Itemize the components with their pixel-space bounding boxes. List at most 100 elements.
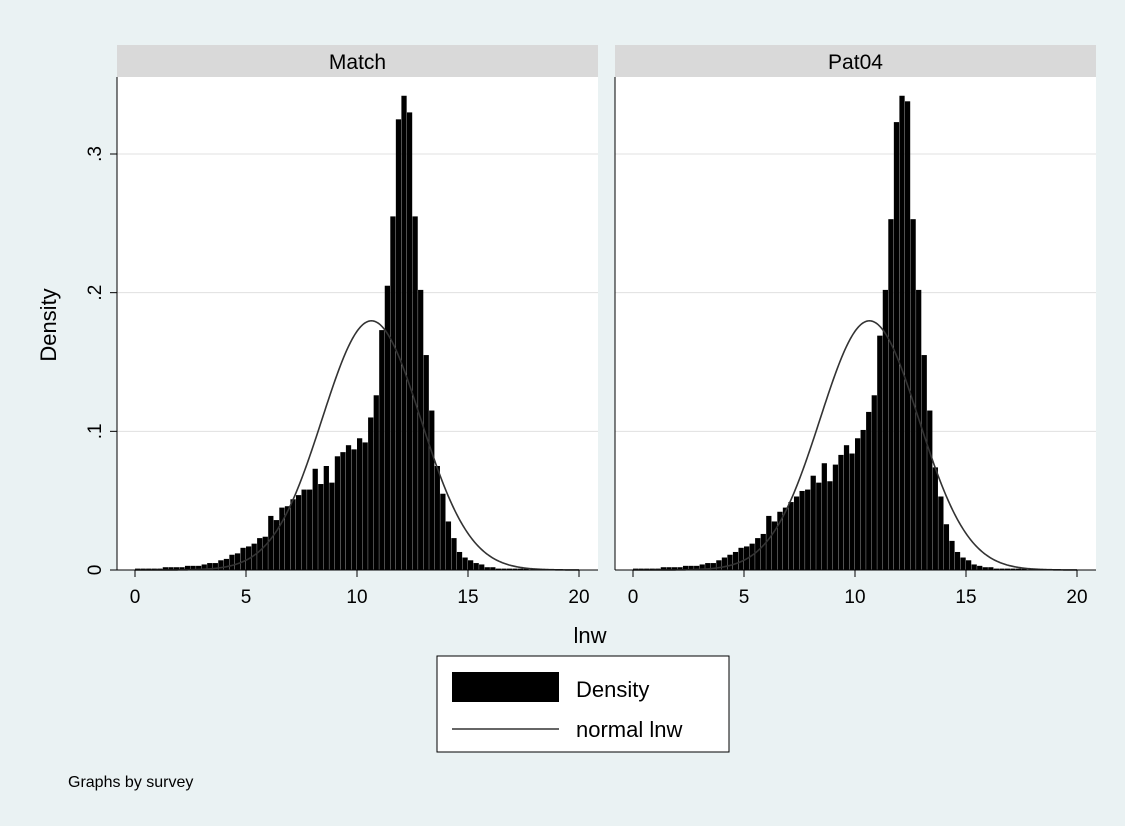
x-tick-label: 0 [628, 587, 639, 608]
histogram-bar [345, 445, 352, 570]
histogram-bar [888, 219, 894, 570]
histogram-bar [694, 565, 700, 570]
histogram-bar [993, 568, 999, 570]
histogram-bar [932, 467, 938, 570]
histogram-bar [451, 538, 457, 570]
histogram-bar [860, 429, 866, 570]
histogram-bar [179, 567, 185, 570]
y-tick-label: .2 [85, 285, 106, 301]
panel-match: Match 0 5 10 15 20 0 .1 .2 .3 [85, 45, 598, 608]
histogram-bar [877, 335, 883, 570]
histogram-bar [440, 493, 446, 570]
x-axis-label: lnw [573, 623, 606, 648]
histogram-bar [827, 481, 833, 570]
histogram-bar [257, 538, 263, 570]
histogram-bar [412, 216, 418, 570]
histogram-bar [334, 456, 341, 570]
panel-title: Match [329, 51, 386, 74]
histogram-bar [290, 499, 296, 570]
graph-note: Graphs by survey [68, 774, 193, 791]
histogram-bar [849, 453, 855, 570]
histogram-bar [368, 417, 374, 570]
y-tick-label: .3 [85, 146, 106, 162]
histogram-bar [340, 452, 346, 570]
histogram-bar [966, 560, 972, 570]
histogram-bar [373, 395, 379, 570]
histogram-bar [162, 567, 168, 570]
histogram-bar [738, 547, 744, 570]
histogram-bar [168, 567, 174, 570]
histogram-bar [749, 543, 755, 570]
histogram-bar [1021, 568, 1027, 570]
histogram-bar [318, 484, 324, 570]
histogram-bar [218, 560, 224, 570]
panel-strip [615, 45, 1096, 77]
normal-curve [135, 320, 579, 571]
histogram-bar [229, 554, 235, 570]
histogram-bar [273, 520, 279, 570]
histogram-bar [771, 521, 777, 570]
histogram-bar [893, 122, 900, 571]
legend: Density normal lnw [436, 655, 730, 753]
x-tick-label: 10 [844, 587, 865, 608]
panel-strip [117, 45, 598, 77]
histogram-bar [262, 536, 268, 570]
histogram-bar [301, 489, 307, 570]
y-axis-label: Density [36, 288, 61, 361]
histogram-bar [423, 355, 429, 570]
histogram-bar [799, 490, 805, 570]
histogram-bar [1015, 568, 1022, 570]
histogram-bar [1004, 568, 1011, 570]
histogram-bar [855, 438, 861, 570]
histogram-bar [721, 557, 728, 570]
y-tick-label: 0 [85, 565, 106, 576]
histogram-bar [732, 551, 739, 570]
x-tick-label: 20 [1066, 587, 1087, 608]
histogram-bar [671, 567, 678, 570]
histogram-bar [916, 289, 922, 570]
legend-swatch-density [452, 672, 559, 702]
histogram-bar [832, 464, 839, 570]
histogram-bar [517, 568, 524, 570]
histogram-bar [384, 285, 390, 570]
histogram-bar [456, 551, 463, 570]
histogram-bar [999, 568, 1005, 570]
histogram-bar [782, 507, 789, 570]
histogram-bar [977, 565, 983, 570]
x-tick-label: 10 [346, 587, 367, 608]
histogram-bar [821, 463, 827, 570]
histogram-bar [479, 564, 485, 570]
histogram-bar [284, 506, 291, 570]
histogram-bar [184, 565, 191, 570]
histogram-bar [240, 547, 246, 570]
histogram-bar [212, 563, 218, 570]
histogram-bar [866, 411, 872, 570]
histogram-bar [190, 565, 196, 570]
histogram-bar [921, 355, 927, 570]
histogram-bar [927, 410, 933, 570]
histogram-bar [904, 101, 911, 570]
histogram-bar [234, 553, 241, 570]
histogram-bar [362, 442, 368, 570]
histogram-bar [490, 567, 496, 570]
histogram-bar [307, 489, 313, 570]
histogram-bar [882, 289, 888, 570]
histogram-bar [418, 289, 424, 570]
histogram-bar [843, 445, 850, 570]
histogram-bar [755, 538, 761, 570]
histogram-bar [810, 475, 816, 570]
histogram-bar [954, 551, 961, 570]
histogram-bar [899, 95, 905, 570]
histogram-bar [777, 511, 783, 570]
histogram-bar [173, 567, 180, 570]
histogram-bar [462, 557, 468, 570]
histogram-bar [501, 568, 507, 570]
histogram-bar [323, 466, 329, 570]
histogram-bar [279, 507, 285, 570]
histogram-bar [429, 410, 435, 570]
histogram-bar [766, 515, 772, 570]
histogram-bar [506, 568, 513, 570]
histogram-bar [512, 568, 518, 570]
